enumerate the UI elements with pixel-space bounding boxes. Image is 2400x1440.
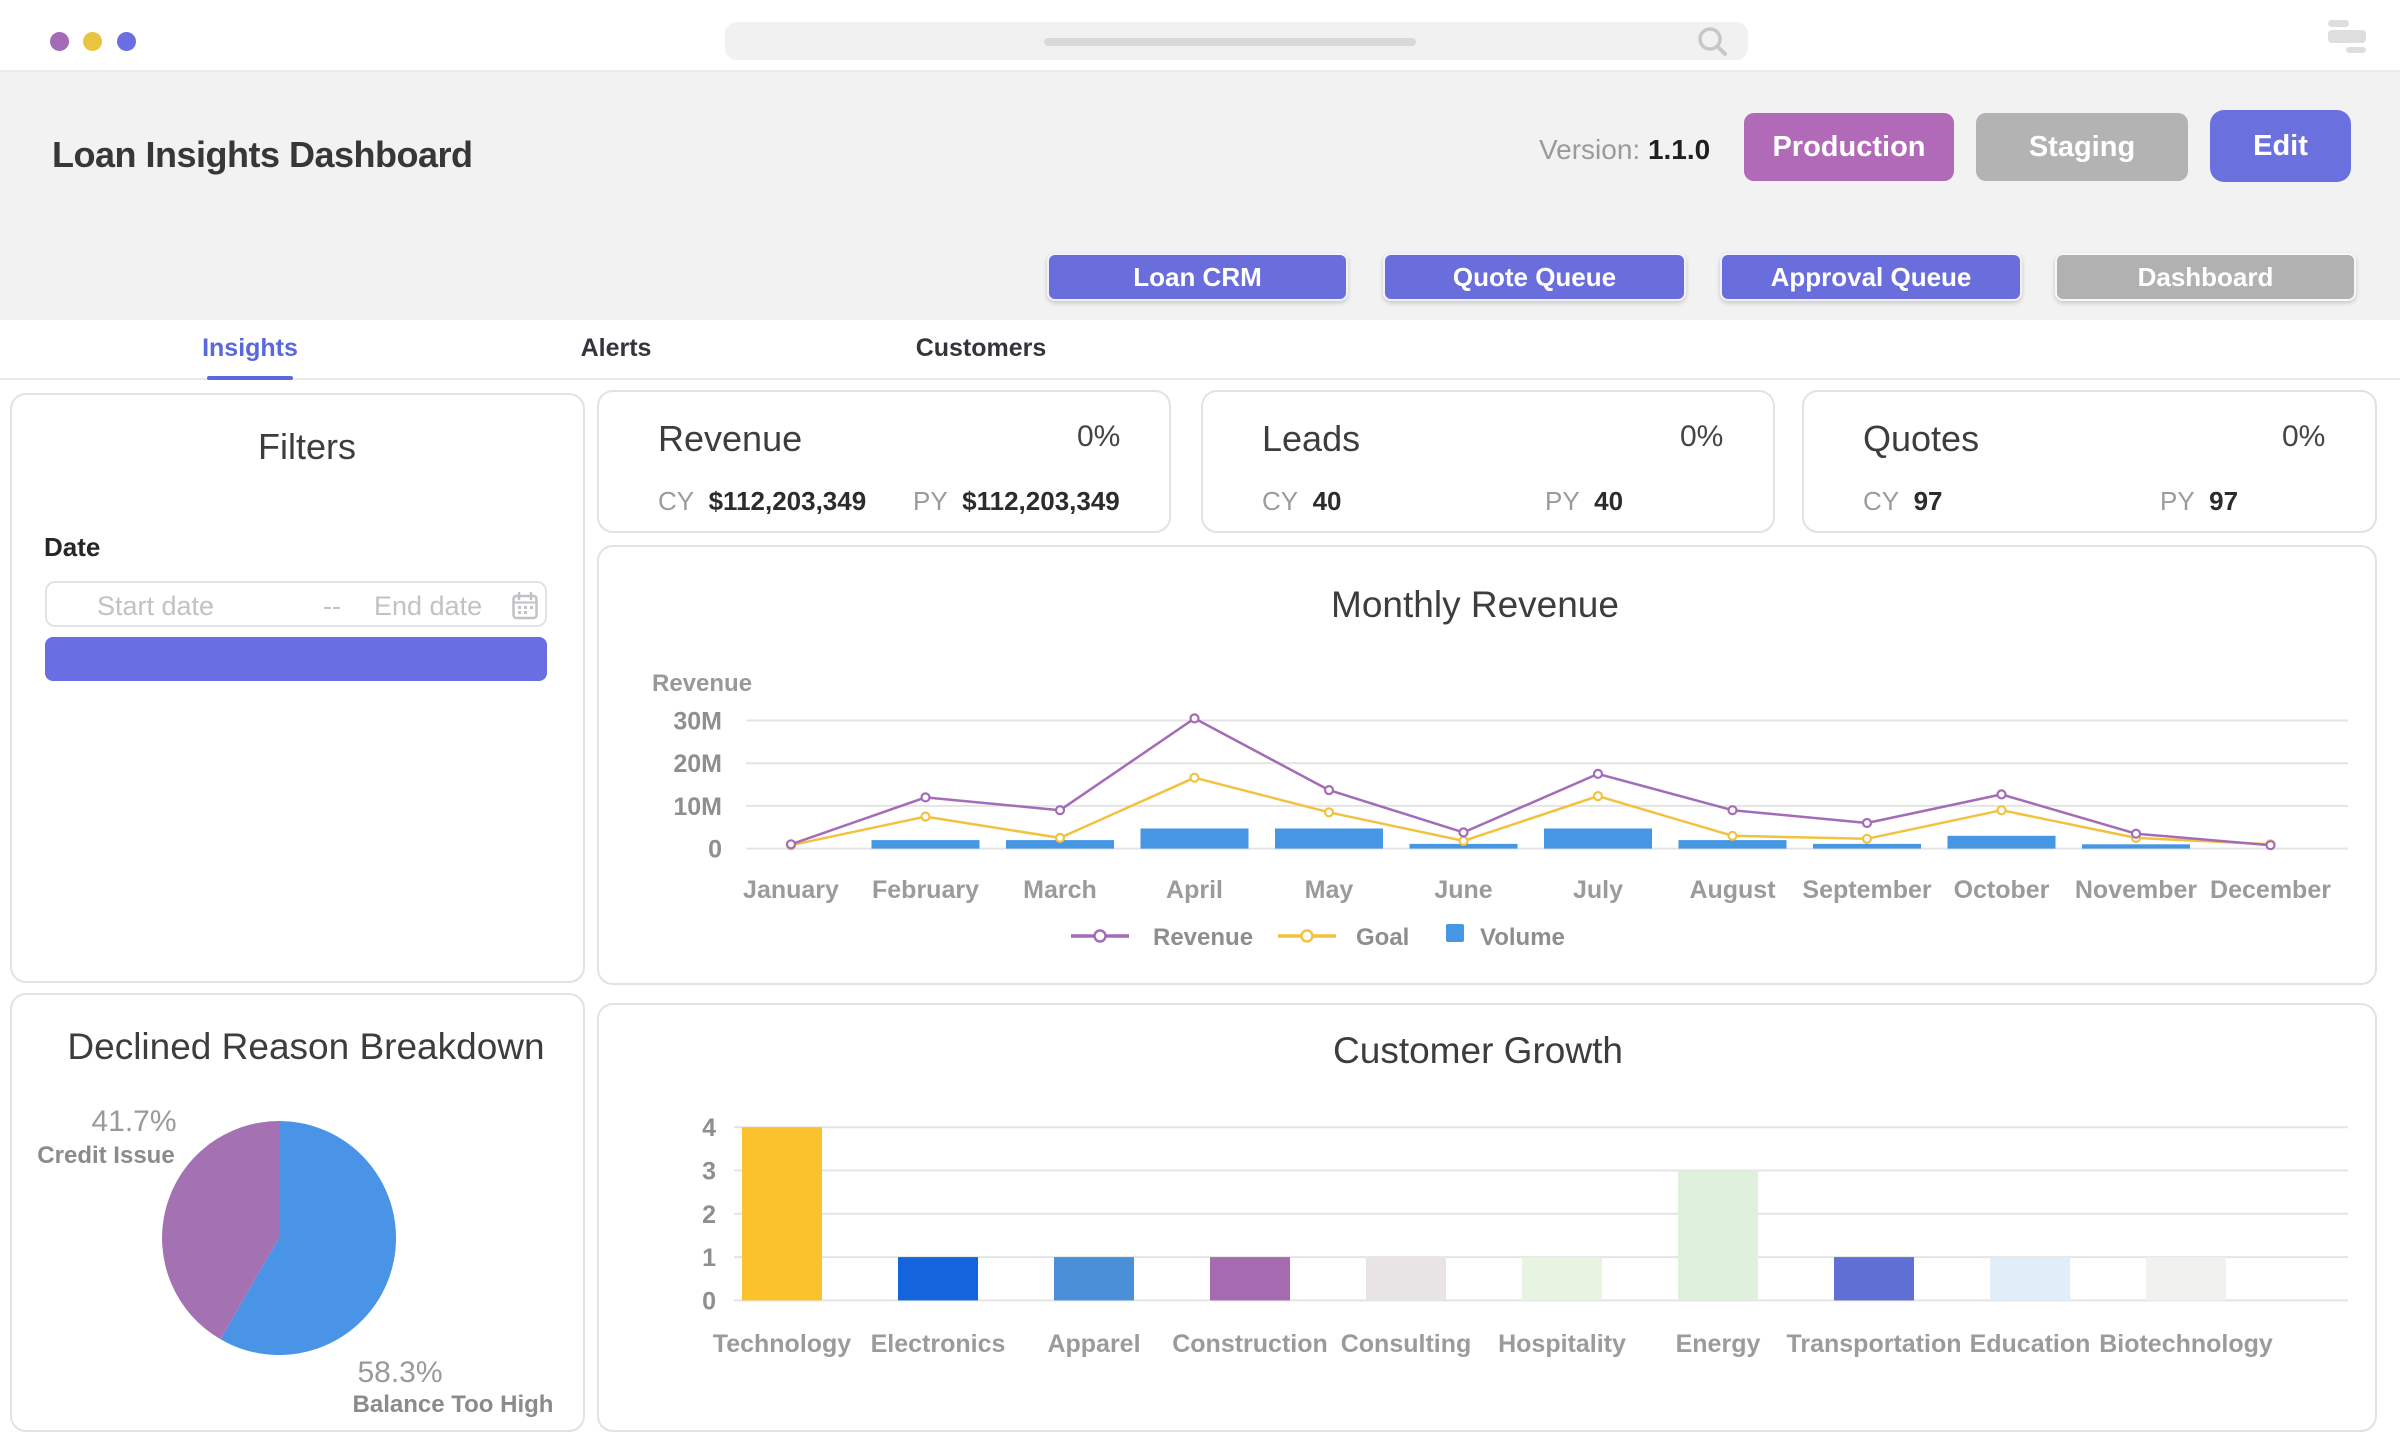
svg-text:December: December — [2210, 876, 2331, 904]
svg-text:10M: 10M — [673, 793, 722, 821]
svg-text:August: August — [1689, 876, 1776, 904]
svg-text:Declined Reason Breakdown: Declined Reason Breakdown — [67, 1026, 544, 1067]
svg-text:Monthly Revenue: Monthly Revenue — [1331, 584, 1619, 625]
svg-text:July: July — [1573, 876, 1623, 904]
svg-text:Customer Growth: Customer Growth — [1333, 1030, 1623, 1071]
svg-text:41.7%: 41.7% — [91, 1105, 176, 1138]
svg-text:Technology: Technology — [713, 1330, 852, 1358]
svg-text:30M: 30M — [673, 708, 722, 736]
svg-text:Credit Issue: Credit Issue — [37, 1142, 174, 1169]
svg-text:20M: 20M — [673, 750, 722, 778]
svg-text:March: March — [1023, 876, 1097, 904]
svg-text:Transportation: Transportation — [1786, 1330, 1961, 1358]
svg-text:Construction: Construction — [1172, 1330, 1328, 1358]
svg-text:Hospitality: Hospitality — [1498, 1330, 1626, 1358]
svg-text:Revenue: Revenue — [652, 670, 752, 697]
svg-text:58.3%: 58.3% — [357, 1356, 442, 1389]
svg-text:1: 1 — [702, 1244, 716, 1272]
svg-text:Balance Too High: Balance Too High — [353, 1391, 554, 1418]
svg-text:February: February — [872, 876, 979, 904]
svg-text:Goal: Goal — [1356, 924, 1409, 951]
svg-text:September: September — [1802, 876, 1931, 904]
svg-text:4: 4 — [702, 1114, 716, 1142]
svg-text:Revenue: Revenue — [1153, 924, 1253, 951]
svg-text:Energy: Energy — [1676, 1330, 1761, 1358]
svg-text:April: April — [1166, 876, 1223, 904]
svg-text:3: 3 — [702, 1158, 716, 1186]
svg-text:Electronics: Electronics — [871, 1330, 1006, 1358]
svg-text:Biotechnology: Biotechnology — [2099, 1330, 2273, 1358]
svg-text:0: 0 — [702, 1287, 716, 1315]
svg-text:0: 0 — [708, 836, 722, 864]
svg-text:2: 2 — [702, 1201, 716, 1229]
svg-text:May: May — [1305, 876, 1354, 904]
svg-text:Volume: Volume — [1480, 924, 1565, 951]
svg-text:November: November — [2075, 876, 2198, 904]
svg-text:January: January — [743, 876, 839, 904]
svg-text:June: June — [1434, 876, 1492, 904]
svg-text:October: October — [1954, 876, 2050, 904]
svg-text:Apparel: Apparel — [1047, 1330, 1140, 1358]
svg-text:Education: Education — [1970, 1330, 2091, 1358]
svg-text:Consulting: Consulting — [1341, 1330, 1472, 1358]
